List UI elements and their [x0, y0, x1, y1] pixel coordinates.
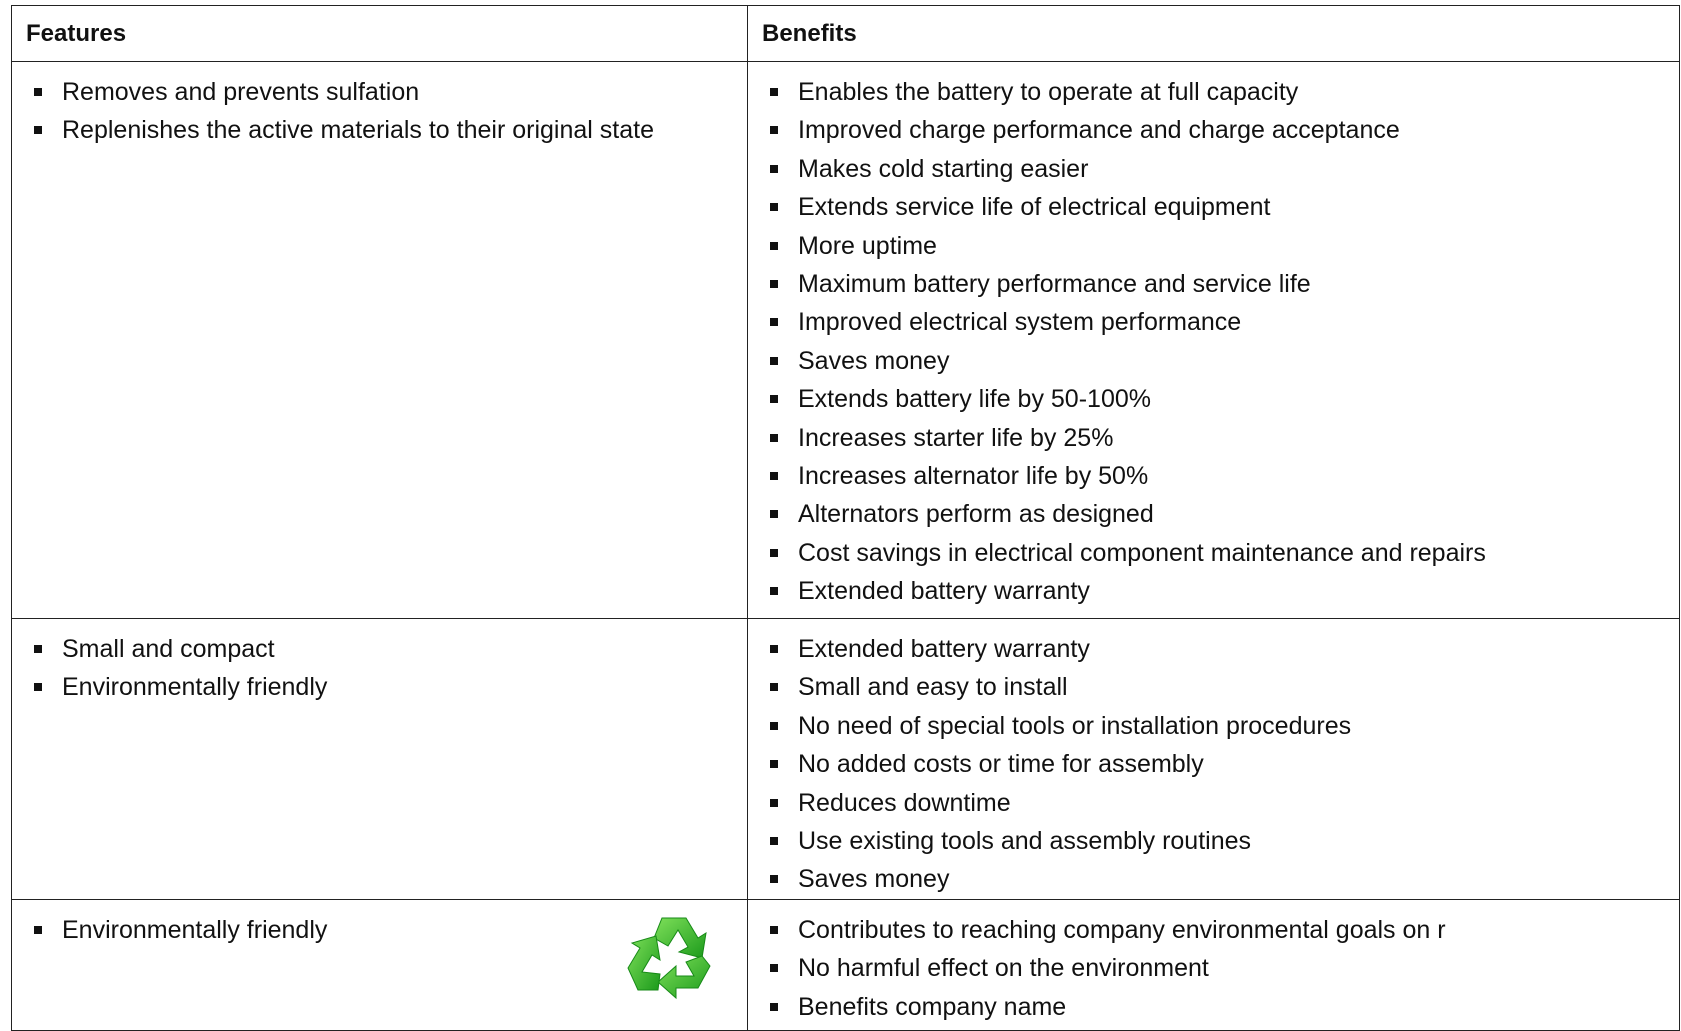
features-benefits-table: Features Benefits Removes and prevents s… [11, 5, 1680, 1031]
feature-item: Removes and prevents sulfation [13, 73, 747, 111]
benefit-item: Saves money [749, 342, 1679, 380]
features-list: Environmentally friendly [13, 900, 747, 949]
benefit-item: Improved charge performance and charge a… [749, 111, 1679, 149]
features-list: Removes and prevents sulfation Replenishe… [13, 63, 747, 150]
benefit-item: Cost savings in electrical component mai… [749, 534, 1679, 572]
feature-item: Small and compact [13, 630, 747, 668]
benefit-item: Extended battery warranty [749, 630, 1679, 668]
header-row: Features Benefits [11, 5, 1680, 62]
benefit-item: Benefits company name [749, 988, 1679, 1026]
features-list: Small and compact Environmentally friendl… [13, 619, 747, 706]
benefit-item: Extended battery warranty [749, 572, 1679, 610]
benefits-list: Enables the battery to operate at full c… [749, 63, 1679, 611]
features-cell: Small and compact Environmentally friendl… [11, 618, 748, 900]
benefit-item: Maximum battery performance and service … [749, 265, 1679, 303]
feature-item: Environmentally friendly [13, 668, 747, 706]
benefit-item: Small and easy to install [749, 668, 1679, 706]
benefits-cell: Contributes to reaching company environm… [747, 898, 1680, 1031]
table-row: Environmentally friendly Contributes to r… [11, 898, 1680, 1031]
benefits-cell: Extended battery warranty Small and easy … [747, 618, 1680, 900]
benefit-item: Increases starter life by 25% [749, 419, 1679, 457]
feature-item: Environmentally friendly [13, 911, 747, 949]
benefit-item: Reduces downtime [749, 784, 1679, 822]
benefit-item: No added costs or time for assembly [749, 745, 1679, 783]
benefit-item: Increases alternator life by 50% [749, 457, 1679, 495]
benefit-item: Extends service life of electrical equip… [749, 188, 1679, 226]
benefit-item: More uptime [749, 227, 1679, 265]
benefits-cell: Enables the battery to operate at full c… [747, 61, 1680, 619]
benefit-item: Extends battery life by 50-100% [749, 380, 1679, 418]
benefit-item: No harmful effect on the environment [749, 949, 1679, 987]
benefit-item: Use existing tools and assembly routines [749, 822, 1679, 860]
benefit-item: Enables the battery to operate at full c… [749, 73, 1679, 111]
feature-item: Replenishes the active materials to thei… [13, 111, 747, 149]
benefit-item: Makes cold starting easier [749, 150, 1679, 188]
features-cell: Removes and prevents sulfation Replenishe… [11, 61, 748, 619]
benefits-list: Extended battery warranty Small and easy … [749, 619, 1679, 898]
benefit-item: No need of special tools or installation… [749, 707, 1679, 745]
benefit-item: Alternators perform as designed [749, 495, 1679, 533]
recycle-icon [627, 917, 711, 999]
benefit-item: Contributes to reaching company environm… [749, 911, 1679, 949]
table-row: Small and compact Environmentally friendl… [11, 618, 1680, 900]
header-features: Features [11, 5, 748, 62]
features-cell: Environmentally friendly [11, 898, 748, 1031]
table-row: Removes and prevents sulfation Replenishe… [11, 61, 1680, 619]
benefit-item: Saves money [749, 860, 1679, 898]
benefits-list: Contributes to reaching company environm… [749, 900, 1679, 1026]
benefit-item: Improved electrical system performance [749, 303, 1679, 341]
header-benefits: Benefits [747, 5, 1680, 62]
